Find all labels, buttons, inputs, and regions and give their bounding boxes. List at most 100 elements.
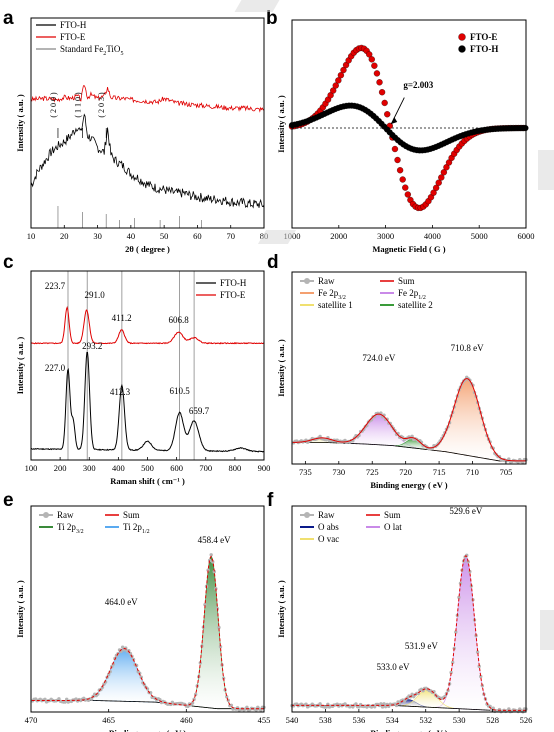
raw-data-point xyxy=(479,674,483,679)
peak-label: 659.7 xyxy=(189,406,210,416)
panel-c: 223.7 291.0 411.2 606.8 293.2 227.0 412.3 610.5… xyxy=(3,252,270,486)
panel-e: Raw Sum Ti 2p3/2 Ti 2p1/2 464.0 eV 458.4 eV 47… xyxy=(3,490,270,732)
scatter-point xyxy=(332,82,339,89)
panel-label: f xyxy=(267,490,274,511)
y-axis-label: Intensity ( a.u. ) xyxy=(276,580,286,638)
x-tick-label: 725 xyxy=(366,467,379,477)
peak-label: 464.0 eV xyxy=(105,597,138,607)
raw-data-point xyxy=(125,649,130,653)
g-factor-label: g=2.003 xyxy=(403,80,433,90)
x-tick-label: 715 xyxy=(433,467,446,477)
x-tick-label: 460 xyxy=(180,715,193,725)
miller-index-label: ( 2 0 0 ) xyxy=(49,92,58,118)
panel-a: ( 2 0 0 ) ( 1 1 0 ) ( 2 0 3 ) FTO-H FTO-E Sta… xyxy=(3,8,268,254)
legend-swatch xyxy=(43,512,49,518)
scatter-point xyxy=(394,156,401,164)
x-tick-label: 710 xyxy=(466,467,479,477)
x-tick-label: 538 xyxy=(319,715,332,725)
x-tick-label: 900 xyxy=(258,463,271,473)
scatter-point xyxy=(440,169,448,176)
x-tick-label: 30 xyxy=(93,231,102,241)
y-axis-label: Intensity ( a.u. ) xyxy=(15,94,25,152)
x-tick-label: 730 xyxy=(332,467,345,477)
scatter-point xyxy=(376,79,383,86)
peak-label: 223.7 xyxy=(45,281,66,291)
legend-swatch xyxy=(458,45,466,53)
legend-label: O lat xyxy=(384,522,402,532)
raw-data-point xyxy=(111,662,116,666)
panel-b: g=2.003 FTO-E FTO-H 1000 2000 3000 4000 5000 600… xyxy=(266,8,535,254)
scatter-point xyxy=(391,145,399,153)
plot-frame xyxy=(291,271,527,465)
raw-data-point xyxy=(305,705,310,709)
panel-f: Raw Sum O abs O lat O vac 529.6 eV 531.9 eV 533… xyxy=(267,490,532,732)
x-tick-label: 500 xyxy=(141,463,154,473)
y-axis-label: Intensity ( a.u. ) xyxy=(276,339,286,397)
raw-data-point xyxy=(260,705,265,710)
miller-index-label: ( 1 1 0 ) xyxy=(74,92,83,118)
scatter-point xyxy=(330,87,337,94)
x-tick-label: 20 xyxy=(60,231,69,241)
x-tick-label: 465 xyxy=(102,715,115,725)
x-tick-label: 10 xyxy=(27,231,36,241)
scatter-point xyxy=(438,174,445,181)
raw-data-point xyxy=(228,703,232,708)
legend-label: O abs xyxy=(318,522,339,532)
raw-data-point xyxy=(66,700,70,704)
x-tick-label: 800 xyxy=(229,463,242,473)
raw-data-point xyxy=(136,669,140,674)
panel-label: d xyxy=(267,252,279,273)
raw-data-point xyxy=(418,688,422,692)
raw-data-point xyxy=(450,660,455,665)
raw-data-point xyxy=(120,645,125,649)
series-line-fto-h xyxy=(30,351,265,453)
raw-data-point xyxy=(382,702,386,706)
raw-data-point xyxy=(44,700,49,704)
legend-label: Sum xyxy=(123,510,140,520)
x-tick-label: 526 xyxy=(520,715,533,725)
component-area-fe-2p3-2 xyxy=(423,378,511,462)
x-tick-label: 534 xyxy=(386,715,400,725)
scatter-point xyxy=(384,111,391,118)
raw-data-point xyxy=(454,630,458,634)
x-tick-label: 455 xyxy=(258,715,271,725)
legend-label: FTO-H xyxy=(470,44,498,54)
x-tick-label: 540 xyxy=(286,715,299,725)
panel-label: a xyxy=(3,8,14,29)
legend-label: satellite 2 xyxy=(398,300,433,310)
x-tick-label: 3000 xyxy=(377,231,394,241)
plot-frame xyxy=(30,505,265,713)
component-area-ti-2p3-2 xyxy=(186,555,236,709)
raw-data-point xyxy=(217,625,221,630)
legend-swatch xyxy=(458,33,466,41)
peak-label: 458.4 eV xyxy=(198,535,231,545)
legend-label: Raw xyxy=(318,276,335,286)
y-axis-label: Intensity ( a.u. ) xyxy=(276,95,286,153)
x-tick-label: 100 xyxy=(25,463,38,473)
raw-data-point xyxy=(410,692,414,697)
y-axis-label: Intensity ( a.u. ) xyxy=(15,337,25,395)
x-tick-label: 70 xyxy=(226,231,235,241)
peak-label: 412.3 xyxy=(110,387,131,397)
x-tick-label: 530 xyxy=(453,715,466,725)
peak-label: 529.6 eV xyxy=(449,506,482,516)
component-area-o-lat xyxy=(436,555,496,711)
arrow-head xyxy=(391,117,398,124)
peak-label: 533.0 eV xyxy=(377,662,410,672)
legend-label: FTO-E xyxy=(220,290,246,300)
legend-label: FTO-E xyxy=(60,32,86,42)
x-tick-label: 5000 xyxy=(471,231,488,241)
legend-label: Sum xyxy=(398,276,415,286)
peak-label: 724.0 eV xyxy=(362,353,395,363)
raw-data-point xyxy=(458,581,463,585)
sum-line xyxy=(31,555,264,710)
raw-data-point xyxy=(380,705,385,709)
legend-label: O vac xyxy=(318,534,339,544)
raw-data-point xyxy=(211,560,215,564)
scatter-point xyxy=(337,72,345,79)
series-line-fto-h xyxy=(30,113,265,209)
x-tick-label: 400 xyxy=(112,463,125,473)
series-line-fto-e xyxy=(30,306,265,345)
miller-index-label: ( 2 0 3 ) xyxy=(97,92,106,118)
raw-data-point xyxy=(206,568,210,572)
